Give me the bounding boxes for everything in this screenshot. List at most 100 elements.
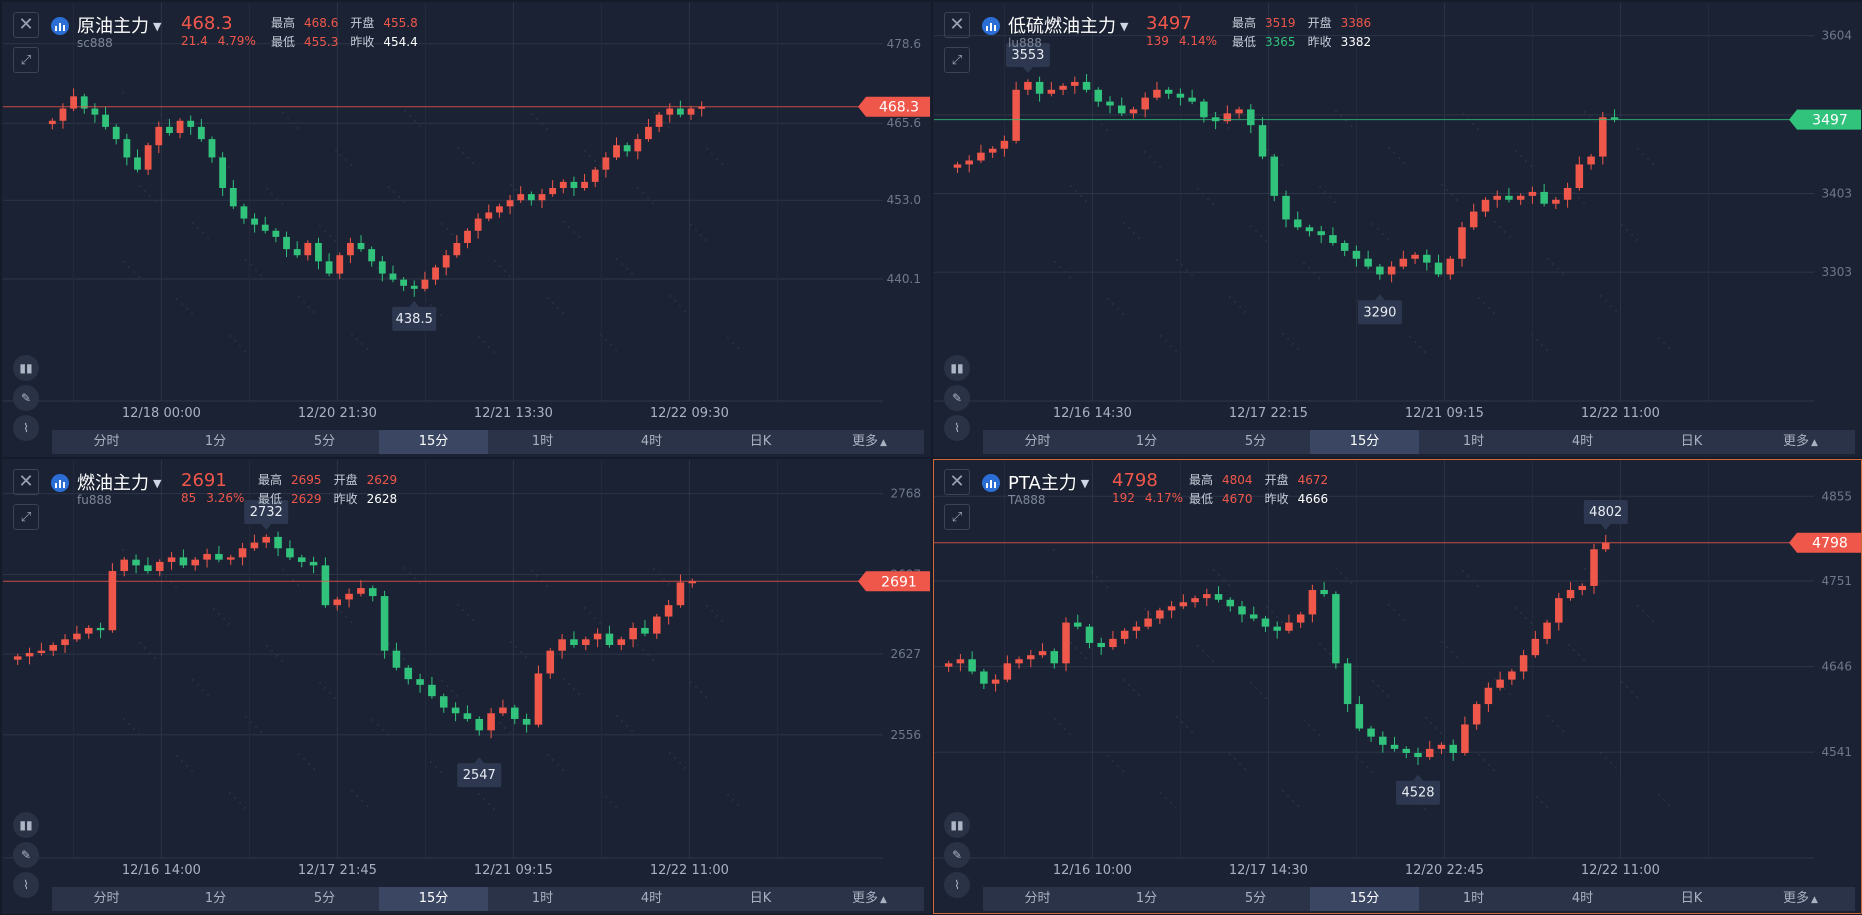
close-icon[interactable]: ✕ bbox=[944, 12, 970, 38]
tab-period[interactable]: 分时 bbox=[1024, 891, 1051, 906]
indicator-icon[interactable]: ▮▮ bbox=[944, 812, 970, 838]
candle-body bbox=[652, 616, 661, 634]
prev-close-label: 昨收 bbox=[1264, 492, 1289, 506]
tab-period[interactable]: 1时 bbox=[531, 891, 554, 906]
candle-body bbox=[1496, 679, 1504, 688]
candle-body bbox=[1109, 638, 1117, 648]
tab-period[interactable]: 1分 bbox=[204, 891, 227, 906]
tab-period[interactable]: 1分 bbox=[1135, 891, 1158, 906]
last-price-tag-label: 4798 bbox=[1812, 536, 1848, 552]
candle-body bbox=[1141, 97, 1149, 110]
tab-period[interactable]: 4时 bbox=[640, 891, 663, 906]
tab-period[interactable]: 日K bbox=[1680, 891, 1703, 906]
candle-body bbox=[1050, 651, 1059, 664]
candle-body bbox=[605, 633, 614, 645]
indicator-icon[interactable]: ▮▮ bbox=[13, 812, 39, 838]
candles bbox=[48, 88, 706, 297]
indicator-icon[interactable]: ▮▮ bbox=[944, 355, 970, 381]
expand-icon[interactable]: ⤢ bbox=[13, 504, 39, 530]
candle-body bbox=[421, 279, 429, 289]
tab-period[interactable]: 分时 bbox=[93, 434, 120, 449]
tab-period[interactable]: 1时 bbox=[531, 434, 554, 449]
close-icon[interactable]: ✕ bbox=[944, 469, 970, 495]
line-chart-icon[interactable]: ⌇ bbox=[944, 415, 970, 441]
candle-body bbox=[593, 633, 602, 640]
expand-icon[interactable]: ⤢ bbox=[944, 504, 970, 530]
candlestick-chart[interactable]: 478.6 465.6 453.0 440.1 12/18 00:00 12/20 21:… bbox=[3, 3, 931, 423]
tab-period[interactable]: 5分 bbox=[1244, 434, 1267, 449]
candle-body bbox=[1484, 687, 1493, 705]
line-chart-icon[interactable]: ⌇ bbox=[13, 415, 39, 441]
tab-period[interactable]: 15分 bbox=[379, 430, 488, 454]
instrument-name[interactable]: 燃油主力 ▼ bbox=[77, 469, 161, 495]
candle-body bbox=[591, 169, 599, 182]
pencil-icon[interactable]: ✎ bbox=[13, 842, 39, 868]
candle-body bbox=[219, 157, 227, 188]
line-chart-icon[interactable]: ⌇ bbox=[13, 872, 39, 898]
chart-panel-ta[interactable]: 4855 4751 4646 4541 12/16 10:00 12/17 14:30 12… bbox=[933, 459, 1862, 914]
period-tabs: 分时 1分 5分 15分 1时 4时 日K 更多 ▲ bbox=[983, 430, 1855, 454]
candlestick-chart[interactable]: 4855 4751 4646 4541 12/16 10:00 12/17 14:30 12… bbox=[934, 460, 1862, 880]
open-value: 2629 bbox=[366, 473, 398, 487]
high-value: 3519 bbox=[1265, 16, 1296, 30]
instrument-name[interactable]: 原油主力 ▼ bbox=[77, 12, 161, 38]
tab-period[interactable]: 5分 bbox=[313, 891, 336, 906]
tab-period[interactable]: 更多 ▲ bbox=[1783, 434, 1818, 449]
tab-period[interactable]: 更多 ▲ bbox=[852, 434, 887, 449]
expand-icon[interactable]: ⤢ bbox=[13, 47, 39, 73]
candle-body bbox=[496, 206, 503, 213]
low-annotation: 3290 bbox=[1357, 294, 1402, 325]
tab-period[interactable]: 1分 bbox=[1135, 434, 1158, 449]
candle-body bbox=[238, 548, 247, 558]
close-icon[interactable]: ✕ bbox=[13, 12, 39, 38]
tab-period[interactable]: 1时 bbox=[1462, 434, 1485, 449]
candle-body bbox=[988, 148, 997, 153]
candle-body bbox=[1508, 671, 1516, 680]
tab-period[interactable]: 5分 bbox=[313, 434, 336, 449]
indicator-icon[interactable]: ▮▮ bbox=[13, 355, 39, 381]
candle-body bbox=[1472, 704, 1481, 725]
candle-body bbox=[549, 188, 557, 195]
chart-panel-sc[interactable]: 478.6 465.6 453.0 440.1 12/18 00:00 12/20 21:… bbox=[2, 2, 931, 457]
tab-period[interactable]: 15分 bbox=[379, 887, 488, 911]
tab-period[interactable]: 日K bbox=[1680, 434, 1703, 449]
candle-body bbox=[538, 194, 546, 201]
tab-period[interactable]: 5分 bbox=[1244, 891, 1267, 906]
tab-period[interactable]: 1分 bbox=[204, 434, 227, 449]
tab-period[interactable]: 更多 ▲ bbox=[852, 891, 887, 906]
candle-body bbox=[283, 236, 290, 250]
tab-period[interactable]: 分时 bbox=[1024, 434, 1051, 449]
tab-period[interactable]: 日K bbox=[749, 891, 772, 906]
price-stats: 最高 3519 开盘 3386 最低 3365 昨收 3382 bbox=[1232, 14, 1383, 52]
caret-down-icon[interactable]: ▼ bbox=[1080, 477, 1090, 490]
caret-down-icon[interactable]: ▼ bbox=[1120, 20, 1129, 33]
tab-period[interactable]: 日K bbox=[749, 434, 772, 449]
tab-period[interactable]: 分时 bbox=[93, 891, 120, 906]
candle-body bbox=[226, 557, 235, 560]
pencil-icon[interactable]: ✎ bbox=[13, 385, 39, 411]
caret-down-icon[interactable]: ▼ bbox=[153, 477, 162, 490]
candle-body bbox=[272, 230, 280, 237]
tab-period[interactable]: 15分 bbox=[1310, 430, 1419, 454]
tab-period[interactable]: 更多 ▲ bbox=[1783, 891, 1818, 906]
line-chart-icon[interactable]: ⌇ bbox=[944, 872, 970, 898]
tab-period[interactable]: 1时 bbox=[1462, 891, 1485, 906]
panel-header: ✕ ⤢ 低硫燃油主力 ▼ lu888 3497 139 4.14% 最高 3519 开盘 3386 最低… bbox=[934, 3, 1861, 73]
tab-period[interactable]: 4时 bbox=[1571, 891, 1594, 906]
close-icon[interactable]: ✕ bbox=[13, 469, 39, 495]
tab-period[interactable]: 4时 bbox=[640, 434, 663, 449]
pencil-icon[interactable]: ✎ bbox=[944, 842, 970, 868]
instrument-name[interactable]: PTA主力 ▼ bbox=[1008, 469, 1089, 495]
tab-period[interactable]: 4时 bbox=[1571, 434, 1594, 449]
pencil-icon[interactable]: ✎ bbox=[944, 385, 970, 411]
candle-body bbox=[1062, 622, 1070, 664]
expand-icon[interactable]: ⤢ bbox=[944, 47, 970, 73]
tab-period[interactable]: 15分 bbox=[1310, 887, 1419, 911]
caret-down-icon[interactable]: ▼ bbox=[153, 20, 162, 33]
instrument-name[interactable]: 低硫燃油主力 ▼ bbox=[1008, 12, 1128, 38]
candle-body bbox=[229, 188, 237, 207]
